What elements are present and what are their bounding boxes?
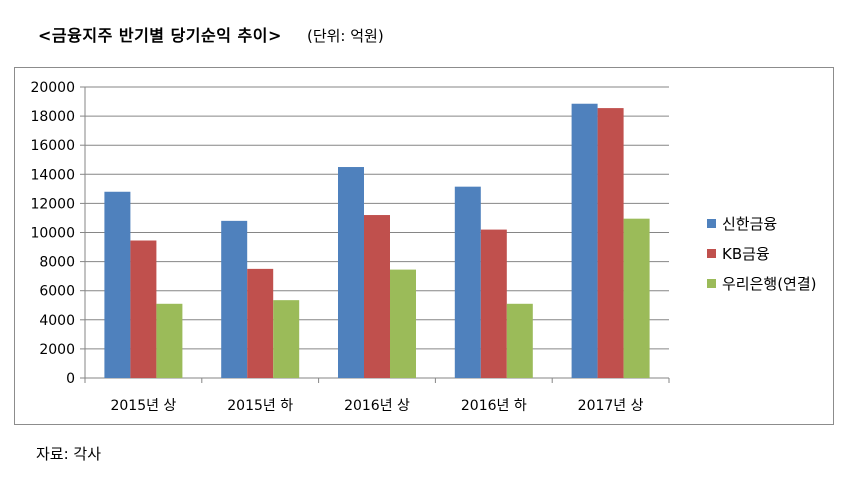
y-tick-label: 18000 (30, 109, 75, 125)
bar (480, 229, 507, 378)
x-tick-label: 2016년 상 (344, 398, 410, 414)
title-row: <금융지주 반기별 당기순익 추이> (단위: 억원) (38, 22, 384, 46)
legend-label: 우리은행(연결) (722, 274, 817, 293)
bar (221, 220, 248, 378)
legend-swatch (707, 248, 716, 258)
bar (247, 268, 274, 378)
x-tick-label: 2016년 하 (461, 398, 527, 414)
y-tick-label: 14000 (30, 167, 75, 183)
y-tick-label: 20000 (30, 80, 75, 96)
bar-chart: 0 2000 4000 6000 8000 10000 12000 14000 16000 180… (30, 80, 670, 414)
unit-note: (단위: 억원) (306, 27, 384, 45)
y-tick-label: 0 (66, 371, 75, 387)
bar (454, 186, 481, 378)
x-tick-label: 2015년 상 (110, 398, 176, 414)
bar (273, 300, 300, 378)
legend-item: 우리은행(연결) (707, 268, 817, 298)
bar (597, 108, 624, 378)
legend-item: 신한금융 (707, 208, 817, 238)
legend-swatch (707, 278, 716, 288)
legend-swatch (707, 218, 716, 228)
chart-frame: 0 2000 4000 6000 8000 10000 12000 14000 16000 180… (14, 67, 834, 425)
bar (571, 103, 598, 379)
x-tick-label: 2015년 하 (227, 398, 293, 414)
bar (104, 191, 131, 378)
bar (156, 303, 183, 378)
y-tick-label: 2000 (39, 342, 75, 358)
source-note: 자료: 각사 (36, 445, 102, 463)
y-tick-label: 16000 (30, 138, 75, 154)
legend-label: KB금융 (722, 244, 770, 263)
bar (506, 303, 533, 378)
bar (364, 215, 390, 378)
bar (623, 218, 650, 378)
bar (130, 240, 157, 378)
y-tick-label: 4000 (39, 313, 75, 329)
y-tick-label: 6000 (39, 284, 75, 300)
bar (338, 167, 364, 378)
y-tick-label: 10000 (30, 226, 75, 242)
legend-item: KB금융 (707, 238, 817, 268)
y-tick-label: 12000 (30, 196, 75, 212)
chart-title: <금융지주 반기별 당기순익 추이> (38, 26, 282, 45)
x-tick-label: 2017년 상 (578, 398, 644, 414)
y-tick-label: 8000 (39, 255, 75, 271)
legend-label: 신한금융 (722, 214, 778, 233)
bar (390, 269, 416, 378)
